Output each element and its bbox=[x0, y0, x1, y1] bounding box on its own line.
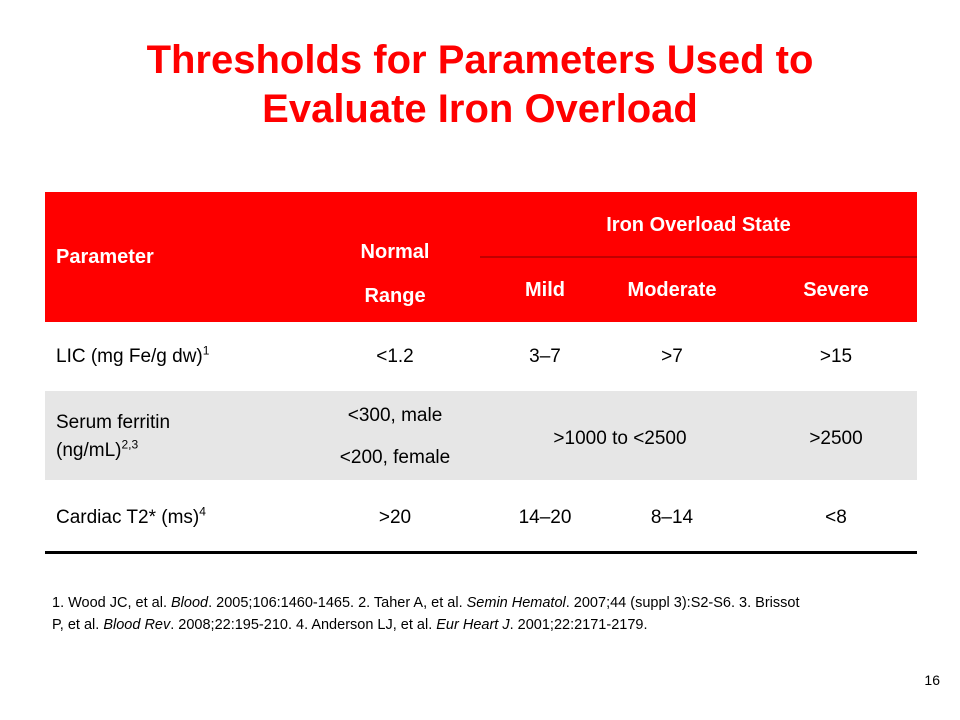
row-parameter-text: LIC (mg Fe/g dw) bbox=[56, 346, 203, 367]
row-parameter: LIC (mg Fe/g dw)1 bbox=[56, 343, 210, 368]
ref-journal: Blood Rev bbox=[103, 617, 171, 633]
ref-text: . 2001;22:2171-2179. bbox=[509, 617, 648, 633]
ref-text: . 2005;106:1460-1465. 2. Taher A, et al. bbox=[208, 595, 467, 611]
row-parameter-line1: Serum ferritin bbox=[56, 412, 171, 433]
header-severe: Severe bbox=[803, 279, 869, 301]
ref-journal: Blood bbox=[171, 595, 209, 611]
row-shading bbox=[45, 391, 917, 480]
row-severe: >15 bbox=[819, 346, 853, 367]
header-mild: Mild bbox=[525, 279, 565, 301]
citation-sup: 4 bbox=[199, 504, 206, 519]
ref-text: . 2008;22:195-210. 4. Anderson LJ, et al… bbox=[170, 617, 437, 633]
header-normal-range-line2: Range bbox=[364, 285, 426, 307]
row-parameter: Cardiac T2* (ms)4 bbox=[56, 504, 206, 529]
title-line-1: Thresholds for Parameters Used to bbox=[146, 38, 814, 82]
citation-sup: 2,3 bbox=[121, 437, 139, 452]
row-mild: 3–7 bbox=[529, 346, 561, 367]
ref-journal: Semin Hematol bbox=[466, 595, 566, 611]
header-divider bbox=[480, 256, 917, 258]
row-normal: <1.2 bbox=[376, 346, 414, 367]
row-parameter-line2: (ng/mL)2,3 bbox=[56, 437, 139, 462]
row-moderate: >7 bbox=[661, 346, 683, 367]
row-normal-female: <200, female bbox=[339, 447, 451, 468]
row-parameter-text: (ng/mL) bbox=[56, 440, 122, 461]
row-mild: 14–20 bbox=[518, 507, 572, 528]
page-number: 16 bbox=[924, 672, 940, 688]
ref-text: 1. Wood JC, et al. bbox=[52, 595, 172, 611]
table-bottom-rule bbox=[45, 551, 917, 554]
title-line-2: Evaluate Iron Overload bbox=[262, 87, 698, 131]
row-severe: <8 bbox=[825, 507, 847, 528]
row-mild-moderate: >1000 to <2500 bbox=[553, 428, 687, 449]
header-moderate: Moderate bbox=[627, 279, 717, 301]
row-parameter-text: Cardiac T2* (ms) bbox=[56, 507, 200, 528]
header-iron-overload-state: Iron Overload State bbox=[606, 214, 791, 236]
ref-journal: Eur Heart J bbox=[436, 617, 510, 633]
citation-sup: 1 bbox=[202, 343, 210, 358]
slide-title: Thresholds for Parameters Used to Evalua… bbox=[0, 36, 960, 134]
header-parameter: Parameter bbox=[56, 246, 154, 268]
row-severe: >2500 bbox=[809, 428, 863, 449]
row-normal-male: <300, male bbox=[347, 405, 443, 426]
header-normal-range-line1: Normal bbox=[360, 241, 430, 263]
row-normal: >20 bbox=[378, 507, 412, 528]
row-moderate: 8–14 bbox=[650, 507, 694, 528]
references: 1. Wood JC, et al. Blood. 2005;106:1460-… bbox=[52, 592, 812, 636]
ref-text: . 2007;44 (suppl 3):S2-S6. 3. Brissot P,… bbox=[52, 595, 800, 633]
